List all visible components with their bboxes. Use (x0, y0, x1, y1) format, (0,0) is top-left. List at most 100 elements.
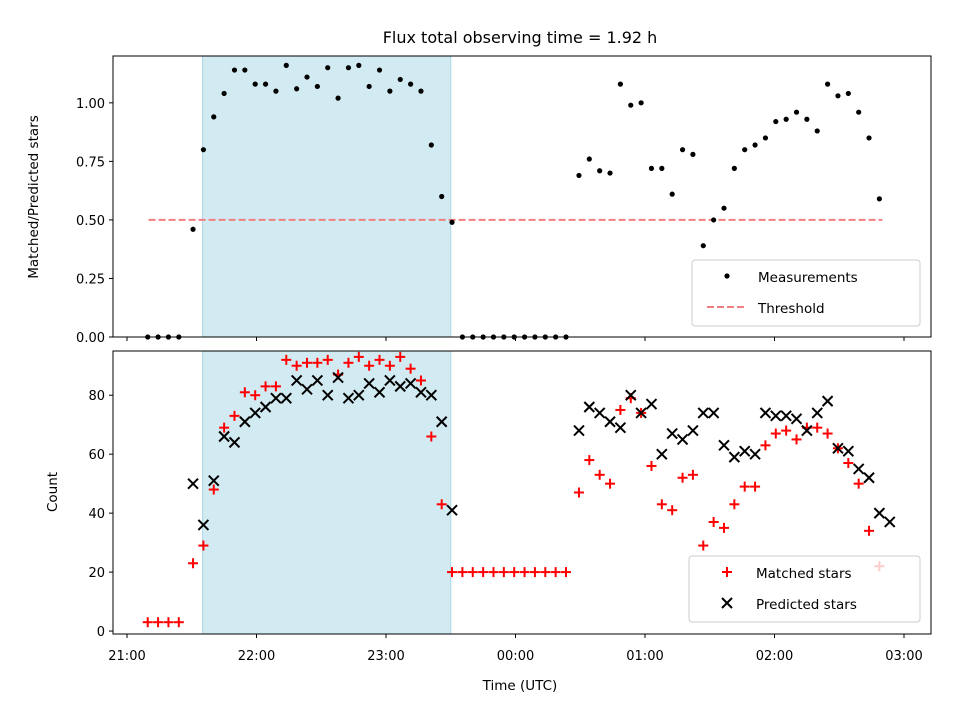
top-legend-box (691, 259, 921, 327)
predicted-star-point (593, 407, 606, 419)
legend-predicted-label: Predicted stars (756, 597, 857, 613)
measurement-point (200, 147, 207, 153)
matched-star-point (384, 360, 395, 371)
predicted-star-point (208, 475, 220, 487)
bottom-ylabel: Count (45, 472, 61, 512)
measurement-point (304, 74, 310, 80)
matched-star-point (488, 567, 499, 578)
predicted-star-point (739, 445, 751, 457)
measurement-point (356, 62, 362, 68)
matched-star-point (270, 381, 281, 392)
matched-star-point (864, 525, 875, 536)
measurement-point (866, 135, 872, 141)
predicted-star-point (707, 407, 720, 419)
matched-star-point (656, 499, 667, 510)
matched-star-point (529, 567, 540, 578)
predicted-star-point (873, 507, 886, 519)
predicted-star-point (384, 374, 396, 387)
predicted-star-point (770, 410, 782, 422)
predicted-star-point (635, 407, 647, 419)
matched-star-point (281, 354, 292, 365)
matched-star-point (447, 567, 458, 578)
matched-star-point (426, 431, 437, 442)
matched-star-point (750, 481, 761, 492)
measurement-point (690, 151, 696, 157)
y-tick-label: 20 (88, 566, 105, 581)
measurement-point (617, 81, 623, 87)
measurement-point (231, 67, 238, 73)
predicted-star-point (435, 416, 448, 428)
matched-star-point (677, 472, 688, 483)
matched-star-point (374, 354, 385, 365)
measurement-point (221, 90, 227, 97)
measurement-point (845, 90, 851, 97)
matched-star-point (729, 499, 740, 510)
matched-star-point (302, 357, 313, 368)
matched-star-point (188, 558, 199, 569)
matched-star-point (364, 360, 375, 371)
predicted-star-point (270, 392, 282, 404)
measurement-point (793, 109, 800, 115)
matched-star-point (478, 567, 489, 578)
measurement-point (418, 88, 424, 94)
measurement-point (669, 191, 675, 197)
predicted-star-point (842, 445, 855, 457)
matched-star-point (291, 360, 302, 371)
predicted-star-point (373, 386, 386, 398)
matched-star-point (646, 460, 657, 471)
predicted-star-point (446, 504, 458, 516)
matched-star-point (173, 617, 184, 628)
measurement-point (711, 217, 717, 223)
predicted-star-point (404, 377, 417, 390)
measurement-point (325, 65, 331, 71)
legend-predicted-marker (721, 597, 733, 609)
count-points (142, 351, 896, 628)
matched-star-point (615, 404, 626, 415)
legend-matched-marker (722, 567, 732, 577)
x-tick-label: 23:00 (367, 649, 404, 664)
top-axes-frame (112, 55, 932, 338)
bottom-legend-box (688, 555, 921, 623)
predicted-star-point (625, 389, 637, 401)
chart-title: Flux total observing time = 1.92 h (383, 28, 658, 47)
predicted-star-point (290, 374, 303, 387)
matched-star-point (250, 390, 261, 401)
y-tick-label: 0.25 (76, 272, 105, 287)
measurement-point (783, 116, 789, 122)
matched-star-point (260, 381, 271, 392)
x-tick-label: 01:00 (626, 649, 663, 664)
legend-matched-label: Matched stars (756, 566, 852, 582)
predicted-star-point (801, 424, 813, 437)
matched-star-point (739, 481, 750, 492)
matched-star-point (540, 567, 551, 578)
measurement-point (439, 193, 445, 200)
measurement-point (659, 165, 665, 171)
predicted-star-point (218, 430, 230, 443)
predicted-star-point (394, 380, 406, 393)
predicted-star-point (863, 472, 875, 484)
measurement-point (721, 205, 727, 211)
measurement-point (335, 95, 341, 101)
matched-star-point (718, 522, 729, 533)
y-tick-label: 0.75 (76, 155, 105, 170)
predicted-star-point (780, 410, 792, 422)
measurement-point (586, 156, 592, 162)
matched-star-point (509, 567, 520, 578)
predicted-star-point (790, 413, 803, 425)
matched-star-point (573, 487, 584, 498)
predicted-star-point (614, 421, 627, 434)
measurement-point (628, 102, 634, 108)
measurement-point (773, 118, 779, 125)
measurement-point (262, 81, 269, 87)
x-tick-label: 03:00 (885, 649, 922, 664)
matched-star-point (457, 567, 468, 578)
measurement-point (752, 142, 758, 148)
top-ylabel: Matched/Predicted stars (26, 115, 42, 278)
matched-star-point (405, 363, 416, 374)
matched-star-point (353, 351, 364, 362)
measurement-point (648, 165, 655, 171)
predicted-star-point (301, 383, 313, 396)
top-ticks: 0.00 0.25 0.50 0.75 1.00 (76, 97, 905, 346)
predicted-star-point (583, 401, 596, 413)
y-tick-label: 80 (88, 389, 105, 404)
